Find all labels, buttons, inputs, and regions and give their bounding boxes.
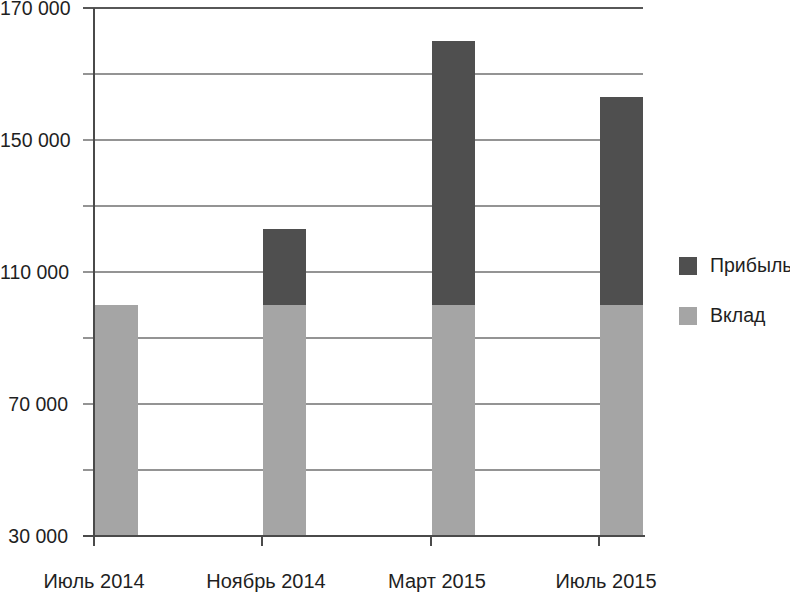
legend-label-deposit: Вклад bbox=[710, 304, 765, 327]
bar-segment-profit bbox=[263, 229, 306, 305]
y-axis-label: 170 000 bbox=[0, 0, 68, 18]
x-axis-line bbox=[83, 535, 645, 537]
x-axis-label: Июль 2014 bbox=[43, 569, 144, 593]
bar-segment-deposit bbox=[600, 305, 643, 536]
legend-item-deposit: Вклад bbox=[679, 304, 765, 327]
legend-label-profit: Прибыль bbox=[710, 254, 790, 277]
x-axis-tick bbox=[261, 536, 263, 546]
bar-segment-deposit bbox=[95, 305, 138, 536]
x-axis-tick bbox=[93, 536, 95, 546]
bar-segment-deposit bbox=[432, 305, 475, 536]
x-axis-label: Ноябрь 2014 bbox=[206, 569, 325, 593]
gridline bbox=[83, 7, 643, 9]
y-axis-line bbox=[93, 8, 95, 536]
legend-item-profit: Прибыль bbox=[679, 254, 790, 277]
x-axis-label: Март 2015 bbox=[388, 569, 486, 593]
y-axis-label: 30 000 bbox=[0, 526, 68, 546]
x-axis-label: Июль 2015 bbox=[555, 569, 656, 593]
y-axis-label: 110 000 bbox=[0, 262, 68, 282]
bar-segment-profit bbox=[432, 41, 475, 305]
bar-segment-profit bbox=[600, 97, 643, 305]
legend-swatch-deposit-icon bbox=[679, 307, 697, 325]
gridline bbox=[83, 73, 643, 75]
gridline bbox=[83, 139, 643, 141]
stacked-bar-chart: Июль 2014 Ноябрь 2014 Март 2015 Июль 2015 17… bbox=[0, 0, 790, 594]
y-axis-label: 150 000 bbox=[0, 130, 68, 150]
x-axis-tick bbox=[598, 536, 600, 546]
gridline bbox=[83, 337, 643, 339]
legend-swatch-profit-icon bbox=[679, 257, 697, 275]
gridline bbox=[83, 205, 643, 207]
y-axis-label: 70 000 bbox=[0, 394, 68, 414]
gridline bbox=[83, 469, 643, 471]
x-axis-tick bbox=[430, 536, 432, 546]
bar-segment-deposit bbox=[263, 305, 306, 536]
gridline bbox=[83, 403, 643, 405]
gridline bbox=[83, 271, 643, 273]
